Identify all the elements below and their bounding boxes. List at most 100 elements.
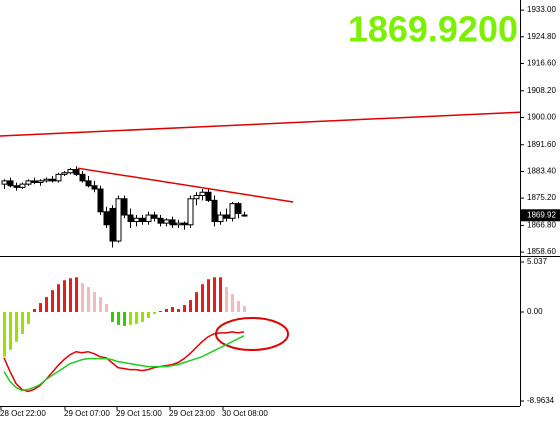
histogram-bar	[129, 312, 132, 325]
candle-body	[187, 198, 194, 226]
candle-body	[91, 185, 98, 190]
candle-body	[175, 222, 182, 226]
histogram-bar	[201, 284, 204, 313]
candle-body	[193, 195, 200, 200]
x-tick-label: 29 Oct 23:00	[169, 409, 215, 418]
candle-body	[211, 199, 218, 223]
candle-body	[223, 214, 230, 219]
candle-body	[127, 214, 134, 223]
histogram-bar	[207, 279, 210, 313]
x-tick-label: 28 Oct 22:00	[0, 409, 46, 418]
x-tick-label: 30 Oct 08:00	[222, 409, 268, 418]
candle-body	[79, 173, 86, 182]
candle-body	[199, 191, 206, 197]
candle-body	[55, 173, 62, 182]
histogram-bar	[39, 303, 42, 313]
trendline	[0, 111, 521, 137]
candle-body	[139, 217, 146, 223]
y-tick-label: 1858.60	[527, 247, 556, 256]
histogram-bar	[75, 277, 78, 313]
x-tick-label: 29 Oct 07:00	[64, 409, 110, 418]
y-tick-label: 0.00	[527, 307, 543, 316]
histogram-bar	[183, 305, 186, 313]
histogram-bar	[3, 312, 6, 357]
histogram-bar	[9, 312, 12, 350]
histogram-bar	[147, 312, 150, 318]
histogram-bar	[153, 312, 156, 314]
candle-body	[205, 191, 212, 201]
candle-body	[151, 214, 158, 219]
candle-body	[241, 214, 248, 217]
trendline	[77, 167, 294, 203]
histogram-bar	[177, 309, 180, 313]
price-text: 1869.9200	[348, 9, 518, 50]
y-tick-label: 1933.00	[527, 5, 556, 14]
histogram-bar	[33, 309, 36, 313]
y-tick-label: 1908.20	[527, 86, 556, 95]
histogram-bar	[189, 300, 192, 313]
candle-body	[121, 198, 128, 216]
candle-body	[49, 178, 56, 182]
candle-body	[157, 217, 164, 224]
candle-body	[229, 203, 236, 219]
candle-body	[133, 217, 140, 223]
histogram-bar	[111, 312, 114, 322]
candle-body	[67, 168, 74, 174]
histogram-bar	[165, 309, 168, 313]
y-tick-label: 1924.80	[527, 32, 556, 41]
candle-body	[109, 208, 116, 242]
current-price-box	[521, 209, 560, 222]
histogram-bar	[219, 277, 222, 313]
candle-body	[217, 214, 224, 223]
candle-body	[145, 214, 152, 223]
histogram-bar	[15, 312, 18, 342]
candle-body	[169, 219, 176, 226]
histogram-bar	[237, 301, 240, 313]
candle-body	[97, 188, 104, 213]
candle-body	[25, 180, 32, 185]
candle-body	[37, 180, 44, 183]
histogram-bar	[69, 278, 72, 313]
y-tick-label: 1875.20	[527, 193, 556, 202]
y-tick-label: 1900.00	[527, 113, 556, 122]
histogram-bar	[99, 297, 102, 313]
candle-body	[163, 219, 170, 224]
x-tick-label: 29 Oct 15:00	[116, 409, 162, 418]
histogram-bar	[105, 304, 108, 313]
histogram-bar	[135, 312, 138, 324]
histogram-bar	[243, 306, 246, 313]
histogram-bar	[225, 287, 228, 313]
candle-body	[235, 203, 242, 214]
histogram-bar	[159, 311, 162, 313]
y-tick-label: 1883.40	[527, 167, 556, 176]
y-tick-label: 1866.80	[527, 221, 556, 230]
y-tick-label: 1916.60	[527, 59, 556, 68]
histogram-bar	[81, 283, 84, 313]
histogram-bar	[123, 312, 126, 326]
y-tick-label: -8.9634	[527, 396, 555, 405]
histogram-bar	[63, 280, 66, 313]
histogram-bar	[141, 312, 144, 322]
candle-body	[31, 180, 38, 183]
y-tick-label: 1891.60	[527, 140, 556, 149]
candle-body	[181, 222, 188, 226]
candle-body	[61, 172, 68, 175]
histogram-bar	[57, 284, 60, 313]
histogram-bar	[171, 307, 174, 313]
histogram-bar	[45, 297, 48, 313]
histogram-bar	[213, 277, 216, 313]
histogram-bar	[195, 292, 198, 313]
candle-body	[13, 185, 20, 188]
histogram-bar	[117, 312, 120, 325]
histogram-bar	[51, 290, 54, 313]
histogram-bar	[93, 292, 96, 313]
histogram-bar	[87, 287, 90, 313]
candle-body	[1, 180, 8, 185]
candle-body	[43, 178, 50, 182]
candle-body	[115, 198, 122, 242]
candle-body	[19, 183, 26, 188]
histogram-bar	[27, 312, 30, 324]
candle-body	[85, 180, 92, 187]
